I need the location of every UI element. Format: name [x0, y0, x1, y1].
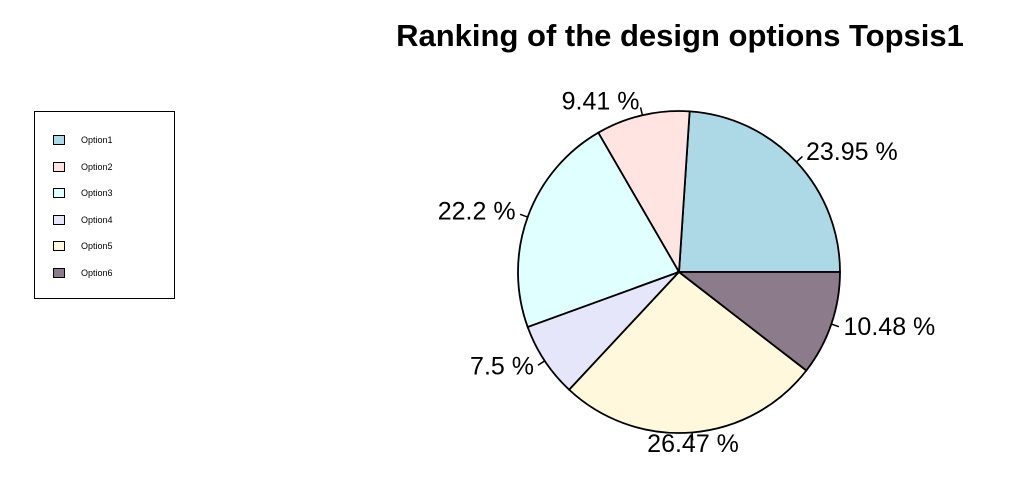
slice-leader-tick	[537, 360, 546, 366]
slice-leader-tick	[796, 155, 803, 163]
legend-item-option1: Option1	[53, 133, 113, 147]
chart-title: Ranking of the design options Topsis1	[396, 18, 964, 53]
legend-swatch	[53, 241, 65, 252]
legend-label: Option6	[81, 268, 113, 278]
slice-label-option4: 7.5 %	[470, 353, 534, 381]
legend-swatch	[53, 214, 65, 225]
legend-label: Option2	[81, 161, 113, 172]
slice-leader-tick	[639, 107, 644, 116]
slice-label-option1: 23.95 %	[806, 138, 898, 166]
legend-swatch	[53, 268, 65, 278]
slice-label-option5: 26.47 %	[647, 430, 739, 458]
slice-label-option6: 10.48 %	[844, 313, 936, 341]
slice-leader-tick	[831, 323, 840, 328]
pie-slice-option5	[567, 270, 808, 434]
legend: Option1 Option2 Option3 Option4 Option5 Optio…	[34, 111, 175, 299]
legend-item-option4: Option4	[53, 213, 113, 227]
legend-swatch	[53, 161, 65, 172]
legend-label: Option4	[81, 214, 113, 225]
pie-slice-option2	[597, 110, 691, 276]
slice-label-option3: 22.2 %	[438, 197, 516, 225]
legend-label: Option3	[81, 188, 113, 199]
slice-leader-tick	[691, 432, 694, 441]
slice-label-option2: 9.41 %	[562, 87, 640, 115]
legend-item-option3: Option3	[53, 186, 113, 200]
slice-leader-tick	[519, 213, 528, 218]
pie-slice-option3	[517, 131, 681, 329]
legend-label: Option5	[81, 241, 113, 252]
legend-item-option6: Option6	[53, 266, 113, 280]
legend-item-option2: Option2	[53, 160, 113, 174]
pie-slice-option1	[678, 110, 841, 273]
legend-swatch	[53, 188, 65, 199]
legend-swatch	[53, 135, 65, 145]
pie-slice-option6	[676, 271, 841, 372]
legend-item-option5: Option5	[53, 239, 113, 253]
legend-label: Option1	[81, 135, 113, 145]
